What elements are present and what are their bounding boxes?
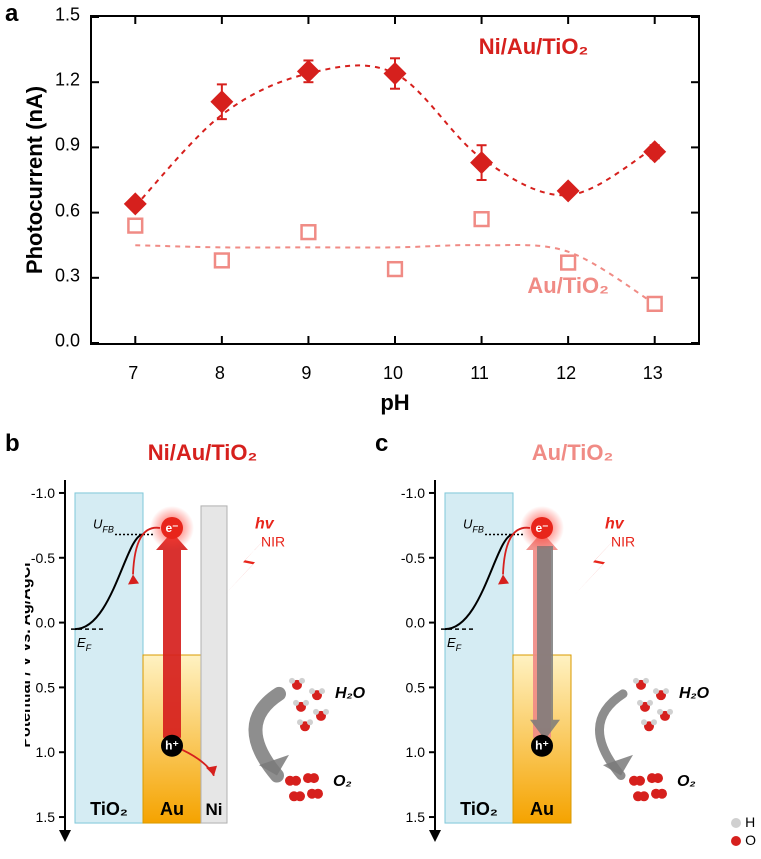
legend-h-label: H	[745, 814, 755, 830]
svg-text:e⁻: e⁻	[165, 521, 178, 535]
svg-text:-1.0: -1.0	[401, 485, 425, 501]
chart-a-frame: Ni/Au/TiO₂ Au/TiO₂	[90, 15, 700, 345]
atom-legend: H O	[731, 813, 756, 849]
legend-h-row: H	[731, 813, 756, 831]
svg-text:Au: Au	[530, 799, 554, 819]
xlabel-a: pH	[380, 390, 409, 416]
ylabel-a: Photocurrent (nA)	[22, 86, 48, 274]
svg-text:TiO₂: TiO₂	[90, 799, 128, 819]
panel-label-b: b	[5, 430, 20, 458]
xtick-label: 8	[215, 363, 225, 384]
svg-text:Ni/Au/TiO₂: Ni/Au/TiO₂	[479, 34, 589, 59]
svg-text:1.5: 1.5	[36, 809, 56, 825]
svg-text:TiO₂: TiO₂	[460, 799, 498, 819]
legend-o-label: O	[745, 832, 756, 848]
diagram-c: Au/TiO₂ -1.0-0.50.00.51.01.5EFUFBe⁻h⁺hvN…	[395, 450, 750, 850]
svg-text:H₂O: H₂O	[679, 685, 710, 702]
svg-text:O₂: O₂	[677, 773, 696, 790]
svg-text:1.0: 1.0	[36, 744, 56, 760]
ytick-label: 0.0	[30, 331, 80, 352]
svg-text:1.0: 1.0	[406, 744, 426, 760]
svg-text:0.0: 0.0	[406, 615, 426, 631]
ytick-label: 0.9	[30, 135, 80, 156]
svg-text:Ni: Ni	[206, 800, 223, 819]
xtick-label: 13	[643, 363, 663, 384]
xtick-label: 12	[556, 363, 576, 384]
svg-text:H₂O: H₂O	[335, 685, 366, 702]
svg-text:-0.5: -0.5	[31, 550, 55, 566]
svg-text:0.5: 0.5	[406, 679, 426, 695]
xtick-label: 10	[383, 363, 403, 384]
svg-text:hv: hv	[255, 515, 275, 532]
svg-text:0.5: 0.5	[36, 679, 56, 695]
chart-a: Ni/Au/TiO₂Au/TiO₂ 0.00.30.60.91.21.5 789…	[90, 15, 700, 345]
diagram-b-svg: -1.0 -0.5 0.0 0.5 1.0 1.5 Potential / V vs. Ag…	[25, 450, 380, 850]
ytick-label: 1.2	[30, 70, 80, 91]
legend-o-row: O	[731, 831, 756, 849]
svg-text:Potential / V vs. Ag/AgCl: Potential / V vs. Ag/AgCl	[25, 562, 34, 747]
legend-h-icon	[731, 818, 741, 828]
diagram-b-title: Ni/Au/TiO₂	[148, 440, 258, 466]
ytick-label: 0.3	[30, 265, 80, 286]
svg-text:-1.0: -1.0	[31, 485, 55, 501]
svg-text:Au/TiO₂: Au/TiO₂	[527, 273, 608, 298]
panel-label-a: a	[5, 0, 18, 28]
legend-o-icon	[731, 836, 741, 846]
svg-text:1.5: 1.5	[406, 809, 426, 825]
svg-text:Au: Au	[160, 799, 184, 819]
svg-text:hv: hv	[605, 515, 625, 532]
panel-label-c: c	[375, 430, 388, 458]
svg-text:h⁺: h⁺	[535, 739, 549, 753]
xtick-label: 11	[470, 363, 489, 384]
svg-text:O₂: O₂	[333, 773, 352, 790]
ytick-label: 1.5	[30, 5, 80, 26]
svg-text:NIR: NIR	[261, 533, 285, 549]
svg-text:0.0: 0.0	[36, 615, 56, 631]
figure-root: a Photocurrent (nA) Ni/Au/TiO₂ Au/TiO₂ 0.…	[0, 0, 761, 859]
chart-a-svg: Ni/Au/TiO₂ Au/TiO₂	[92, 17, 698, 343]
diagram-c-svg: -1.0-0.50.00.51.01.5EFUFBe⁻h⁺hvNIRH₂OO₂T…	[395, 450, 750, 850]
svg-text:-0.5: -0.5	[401, 550, 425, 566]
svg-text:NIR: NIR	[611, 533, 635, 549]
diagram-c-title: Au/TiO₂	[532, 440, 613, 466]
ytick-label: 0.6	[30, 200, 80, 221]
svg-text:h⁺: h⁺	[165, 739, 179, 753]
xtick-label: 7	[128, 363, 138, 384]
xtick-label: 9	[301, 363, 311, 384]
svg-text:e⁻: e⁻	[535, 521, 548, 535]
diagram-b: Ni/Au/TiO₂ -1.0-0.50.00.51.01.5Potential…	[25, 450, 380, 850]
